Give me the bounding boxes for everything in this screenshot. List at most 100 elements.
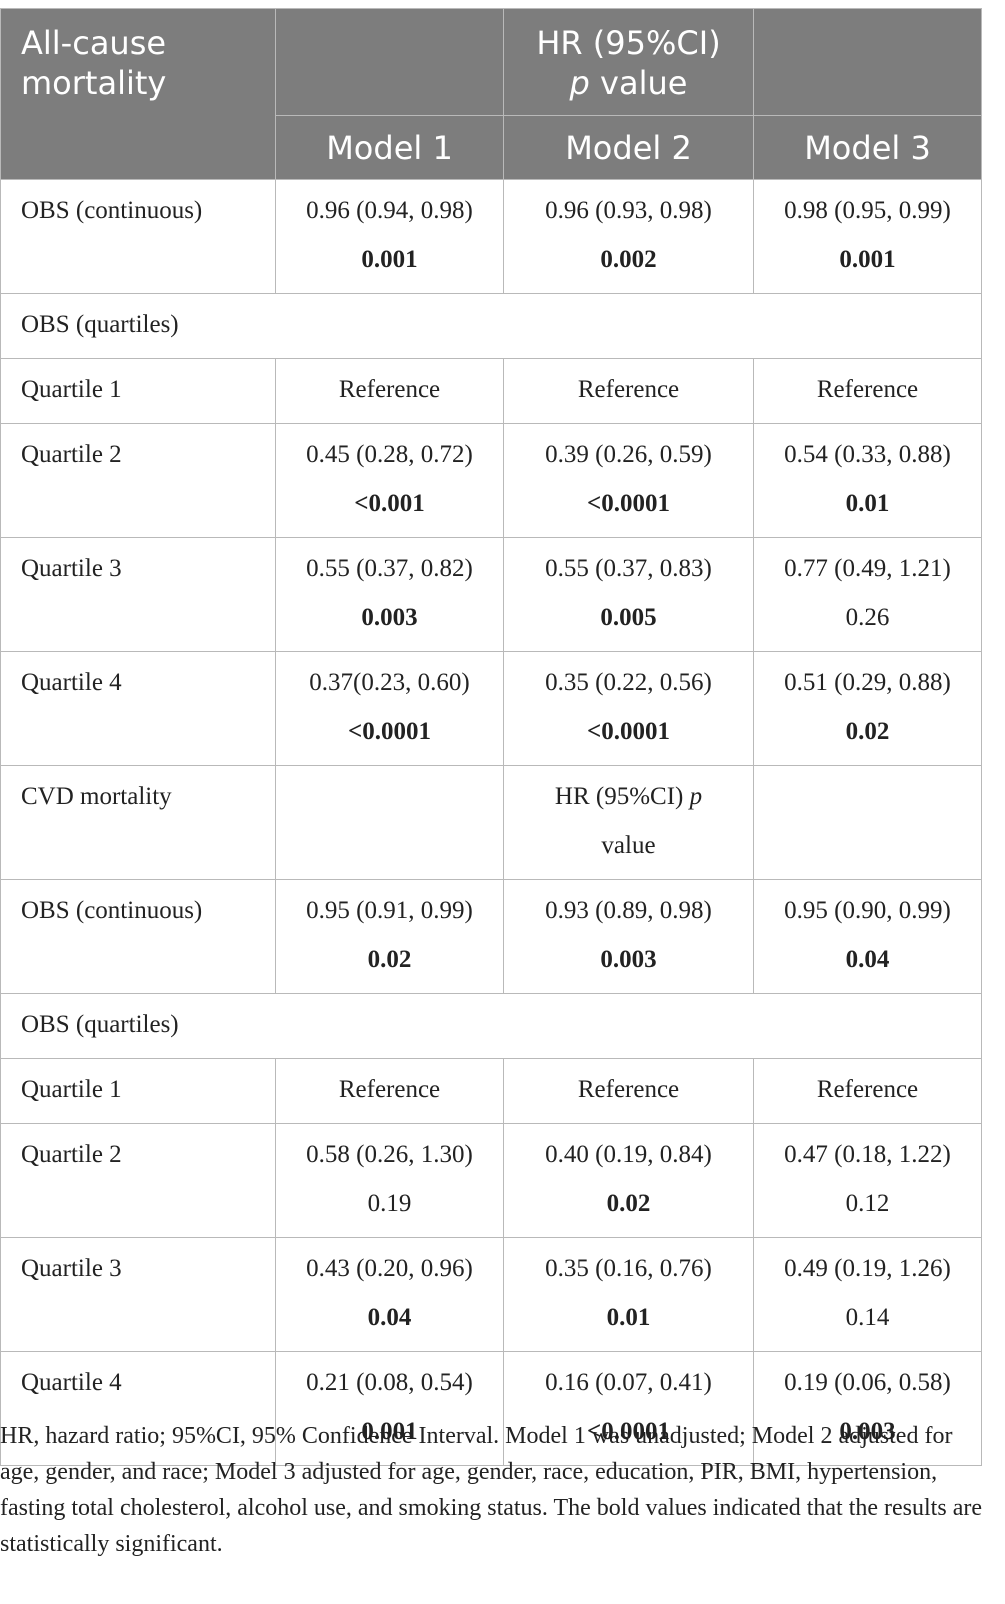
row-label: OBS (quartiles) xyxy=(0,293,982,359)
model-2-cell: 0.93 (0.89, 0.98) 0.003 xyxy=(503,879,754,994)
p-value: 0.003 xyxy=(361,604,418,631)
table-row: Quartile 2 0.58 (0.26, 1.30) 0.19 0.40 (0.1… xyxy=(0,1123,982,1238)
row-label: Quartile 2 xyxy=(0,423,276,538)
cvd-hr-subheader: HR (95%CI) p value xyxy=(503,765,754,880)
table-row: OBS (quartiles) xyxy=(0,293,982,359)
p-value: 0.001 xyxy=(361,1418,418,1445)
p-value: 0.01 xyxy=(845,490,890,517)
model-1-cell: 0.37(0.23, 0.60) <0.0001 xyxy=(275,651,504,766)
p-value: 0.12 xyxy=(845,1190,890,1217)
p-value: 0.19 xyxy=(367,1190,412,1217)
cvd-hr-line1: HR (95%CI) xyxy=(554,783,690,810)
hr-ci-value: 0.39 (0.26, 0.59) xyxy=(545,441,712,468)
model-3-cell: 0.19 (0.06, 0.58) 0.003 xyxy=(753,1351,982,1466)
hr-ci-value: Reference xyxy=(577,376,680,403)
row-label: OBS (continuous) xyxy=(0,879,276,994)
p-value: 0.003 xyxy=(600,946,657,973)
model-2-cell: 0.39 (0.26, 0.59) <0.0001 xyxy=(503,423,754,538)
table-row: Quartile 1 Reference Reference Reference xyxy=(0,1058,982,1124)
table-header: All-cause mortality HR (95%CI) p value Mo… xyxy=(0,8,982,180)
model-3-cell: 0.47 (0.18, 1.22) 0.12 xyxy=(753,1123,982,1238)
row-label: Quartile 3 xyxy=(0,537,276,652)
p-value: 0.005 xyxy=(600,604,657,631)
model-2-cell: 0.40 (0.19, 0.84) 0.02 xyxy=(503,1123,754,1238)
hr-ci-value: 0.35 (0.22, 0.56) xyxy=(545,669,712,696)
hr-ci-value: 0.43 (0.20, 0.96) xyxy=(306,1255,473,1282)
p-value: <0.0001 xyxy=(587,718,670,745)
p-value: 0.04 xyxy=(367,1304,412,1331)
model-1-cell: 0.96 (0.94, 0.98) 0.001 xyxy=(275,179,504,294)
model-1-cell: 0.58 (0.26, 1.30) 0.19 xyxy=(275,1123,504,1238)
model-1-header: Model 1 xyxy=(275,115,504,180)
row-label: Quartile 3 xyxy=(0,1237,276,1352)
table-footnote: HR, hazard ratio; 95%CI, 95% Confidence … xyxy=(0,1423,982,1557)
model-1-cell: 0.95 (0.91, 0.99) 0.02 xyxy=(275,879,504,994)
model-3-cell: Reference xyxy=(753,358,982,424)
empty-cell xyxy=(275,765,504,880)
p-value: 0.001 xyxy=(361,246,418,273)
hr-ci-value: 0.45 (0.28, 0.72) xyxy=(306,441,473,468)
table-row: Quartile 3 0.55 (0.37, 0.82) 0.003 0.55 (0.… xyxy=(0,537,982,652)
hr-ci-value: 0.37(0.23, 0.60) xyxy=(309,669,470,696)
p-value: 0.14 xyxy=(845,1304,890,1331)
model-3-cell: 0.51 (0.29, 0.88) 0.02 xyxy=(753,651,982,766)
hr-ci-value: Reference xyxy=(338,376,441,403)
hr-ci-value: 0.16 (0.07, 0.41) xyxy=(545,1369,712,1396)
header-blank-left xyxy=(275,8,504,116)
hr-ci-value: 0.77 (0.49, 1.21) xyxy=(784,555,951,582)
table-row: Quartile 2 0.45 (0.28, 0.72) <0.001 0.39 (0… xyxy=(0,423,982,538)
model-2-cell: 0.55 (0.37, 0.83) 0.005 xyxy=(503,537,754,652)
hr-ci-value: 0.47 (0.18, 1.22) xyxy=(784,1141,951,1168)
hr-ci-value: 0.95 (0.90, 0.99) xyxy=(784,897,951,924)
hr-group-p: p xyxy=(569,64,590,102)
row-label: CVD mortality xyxy=(0,765,276,880)
table-body: OBS (continuous) 0.96 (0.94, 0.98) 0.001 0.… xyxy=(0,179,982,1466)
model-3-cell: Reference xyxy=(753,1058,982,1124)
p-value: 0.003 xyxy=(839,1418,896,1445)
hr-ci-value: 0.95 (0.91, 0.99) xyxy=(306,897,473,924)
model-2-cell: Reference xyxy=(503,1058,754,1124)
row-label: OBS (continuous) xyxy=(0,179,276,294)
row-label: Quartile 4 xyxy=(0,651,276,766)
hr-ci-value: 0.96 (0.93, 0.98) xyxy=(545,197,712,224)
hr-ci-value: 0.55 (0.37, 0.83) xyxy=(545,555,712,582)
results-table-container: All-cause mortality HR (95%CI) p value Mo… xyxy=(0,8,982,1466)
header-blank-right xyxy=(753,8,982,116)
p-value: 0.02 xyxy=(845,718,890,745)
p-value: 0.001 xyxy=(839,246,896,273)
p-value: <0.001 xyxy=(354,490,425,517)
p-value: <0.0001 xyxy=(587,1418,670,1445)
hr-ci-value: 0.96 (0.94, 0.98) xyxy=(306,197,473,224)
hazard-ratio-table: All-cause mortality HR (95%CI) p value Mo… xyxy=(0,8,982,1466)
model-2-cell: 0.16 (0.07, 0.41) <0.0001 xyxy=(503,1351,754,1466)
model-1-cell: 0.43 (0.20, 0.96) 0.04 xyxy=(275,1237,504,1352)
hr-group-value: value xyxy=(589,64,688,102)
p-value: 0.04 xyxy=(845,946,890,973)
hr-ci-value: 0.55 (0.37, 0.82) xyxy=(306,555,473,582)
p-value: 0.02 xyxy=(606,1190,651,1217)
p-value: 0.002 xyxy=(600,246,657,273)
row-label: Quartile 1 xyxy=(0,358,276,424)
model-2-header: Model 2 xyxy=(503,115,754,180)
hr-ci-value: 0.40 (0.19, 0.84) xyxy=(545,1141,712,1168)
table-row: OBS (quartiles) xyxy=(0,993,982,1059)
table-row: OBS (continuous) 0.96 (0.94, 0.98) 0.001 0.… xyxy=(0,179,982,294)
table-row: Quartile 3 0.43 (0.20, 0.96) 0.04 0.35 (0.1… xyxy=(0,1237,982,1352)
model-3-header: Model 3 xyxy=(753,115,982,180)
model-1-cell: 0.55 (0.37, 0.82) 0.003 xyxy=(275,537,504,652)
row-label: Quartile 1 xyxy=(0,1058,276,1124)
p-value: <0.0001 xyxy=(587,490,670,517)
row-label: Quartile 4 xyxy=(0,1351,276,1466)
model-1-cell: 0.45 (0.28, 0.72) <0.001 xyxy=(275,423,504,538)
hr-ci-value: 0.58 (0.26, 1.30) xyxy=(306,1141,473,1168)
model-2-cell: Reference xyxy=(503,358,754,424)
hr-ci-value: 0.93 (0.89, 0.98) xyxy=(545,897,712,924)
hr-ci-value: 0.54 (0.33, 0.88) xyxy=(784,441,951,468)
hr-ci-value: Reference xyxy=(816,376,919,403)
p-value: <0.0001 xyxy=(348,718,431,745)
cvd-hr-line2: value xyxy=(601,832,656,859)
model-2-cell: 0.96 (0.93, 0.98) 0.002 xyxy=(503,179,754,294)
model-1-cell: Reference xyxy=(275,358,504,424)
hr-ci-value: Reference xyxy=(338,1076,441,1103)
model-3-cell: 0.98 (0.95, 0.99) 0.001 xyxy=(753,179,982,294)
